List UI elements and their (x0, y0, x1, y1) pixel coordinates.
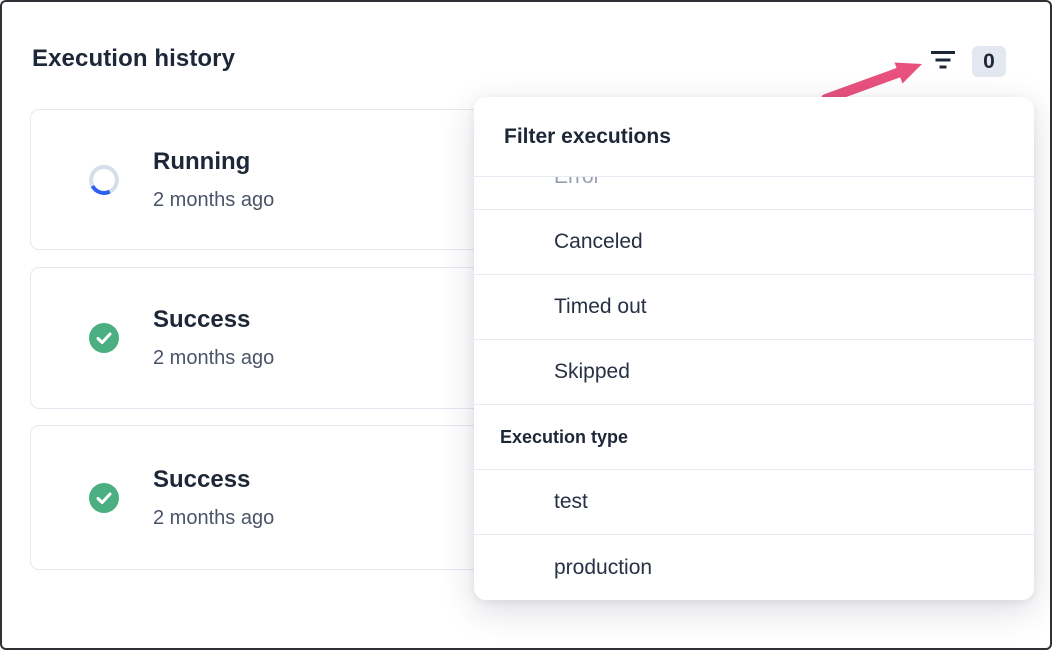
menu-item-production[interactable]: production (474, 535, 1034, 600)
menu-item-canceled[interactable]: Canceled (474, 210, 1034, 275)
check-circle-icon (89, 323, 119, 353)
menu-item-skipped[interactable]: Skipped (474, 340, 1034, 405)
filter-count-value: 0 (983, 49, 995, 73)
execution-status: Success (153, 306, 251, 333)
execution-timestamp: 2 months ago (153, 506, 275, 529)
menu-section-execution-type: Execution type (474, 405, 1034, 470)
execution-status: Running (153, 147, 251, 175)
filter-menu-title: Filter executions (474, 97, 1034, 177)
menu-item-error[interactable]: Error (474, 177, 1034, 210)
filter-button[interactable] (924, 44, 962, 78)
filter-funnel-icon (931, 50, 955, 73)
execution-status: Success (153, 465, 251, 493)
execution-timestamp: 2 months ago (153, 188, 275, 211)
filter-count-badge: 0 (972, 46, 1006, 77)
menu-item-timed-out[interactable]: Timed out (474, 275, 1034, 340)
check-circle-icon (89, 482, 119, 513)
page-title: Execution history (32, 45, 236, 72)
filter-menu-list[interactable]: Error Canceled Timed out Skipped Executi… (474, 177, 1034, 600)
execution-timestamp: 2 months ago (153, 347, 275, 369)
menu-item-test[interactable]: test (474, 470, 1034, 535)
filter-executions-menu: Filter executions Error Canceled Timed o… (474, 97, 1034, 600)
spinner-icon (85, 160, 123, 199)
